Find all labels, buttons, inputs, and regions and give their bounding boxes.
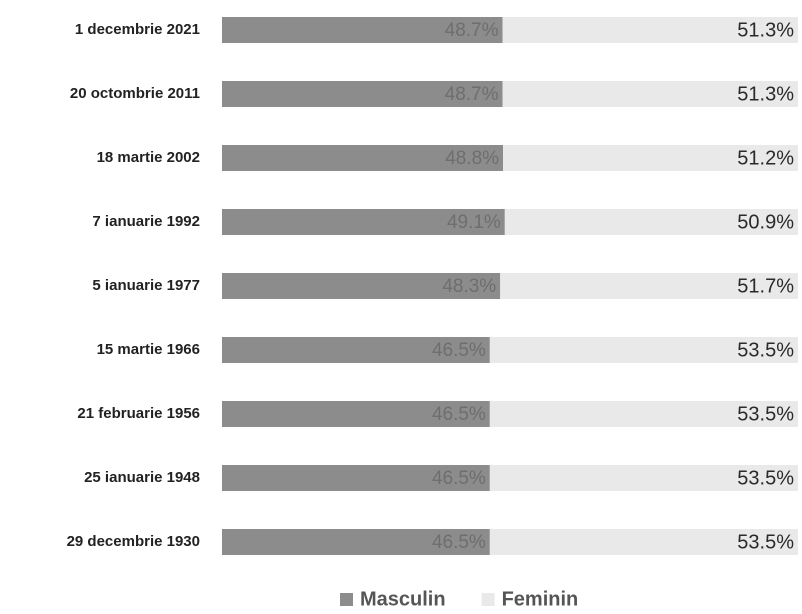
bar-segment xyxy=(222,529,490,555)
bar-segment xyxy=(502,81,798,107)
value-label: 53.5% xyxy=(737,467,794,489)
value-label: 48.7% xyxy=(445,84,499,105)
category-label: 1 decembrie 2021 xyxy=(75,21,200,38)
value-label: 50.9% xyxy=(737,211,794,233)
bar-segment xyxy=(222,337,490,363)
legend-swatch xyxy=(340,593,353,606)
bar-segment xyxy=(489,465,798,491)
bar-segment xyxy=(222,145,504,171)
value-label: 46.5% xyxy=(432,468,486,489)
bar-segment xyxy=(489,337,798,363)
bar-segment xyxy=(500,273,798,299)
bar-segment xyxy=(489,529,798,555)
value-label: 51.2% xyxy=(737,147,794,169)
value-label: 46.5% xyxy=(432,340,486,361)
bar-segment xyxy=(222,209,505,235)
bar-segment xyxy=(222,401,490,427)
category-label: 7 ianuarie 1992 xyxy=(92,213,200,230)
bar-segment xyxy=(222,273,501,299)
legend-swatch xyxy=(481,593,495,606)
value-label: 48.3% xyxy=(442,276,496,297)
bar-segment xyxy=(222,81,503,107)
value-label: 48.7% xyxy=(445,20,499,41)
bar-segment xyxy=(502,17,798,43)
value-label: 48.8% xyxy=(445,148,499,169)
legend-label: Feminin xyxy=(502,588,579,610)
value-label: 53.5% xyxy=(737,531,794,553)
value-label: 49.1% xyxy=(447,212,501,233)
category-label: 29 decembrie 1930 xyxy=(67,533,200,550)
category-label: 20 octombrie 2011 xyxy=(70,85,200,102)
value-label: 51.7% xyxy=(737,275,794,297)
category-label: 25 ianuarie 1948 xyxy=(84,469,200,486)
legend-label: Masculin xyxy=(360,588,446,610)
bar-segment xyxy=(222,17,503,43)
bar-segment xyxy=(504,209,798,235)
category-label: 5 ianuarie 1977 xyxy=(92,277,200,294)
value-label: 51.3% xyxy=(737,83,794,105)
value-label: 53.5% xyxy=(737,403,794,425)
value-label: 51.3% xyxy=(737,19,794,41)
bar-segment xyxy=(503,145,798,171)
category-label: 18 martie 2002 xyxy=(97,149,200,166)
value-label: 46.5% xyxy=(432,404,486,425)
value-label: 46.5% xyxy=(432,532,486,553)
category-label: 21 februarie 1956 xyxy=(77,405,200,422)
bar-segment xyxy=(489,401,798,427)
category-label: 15 martie 1966 xyxy=(97,341,200,358)
value-label: 53.5% xyxy=(737,339,794,361)
bar-segment xyxy=(222,465,490,491)
